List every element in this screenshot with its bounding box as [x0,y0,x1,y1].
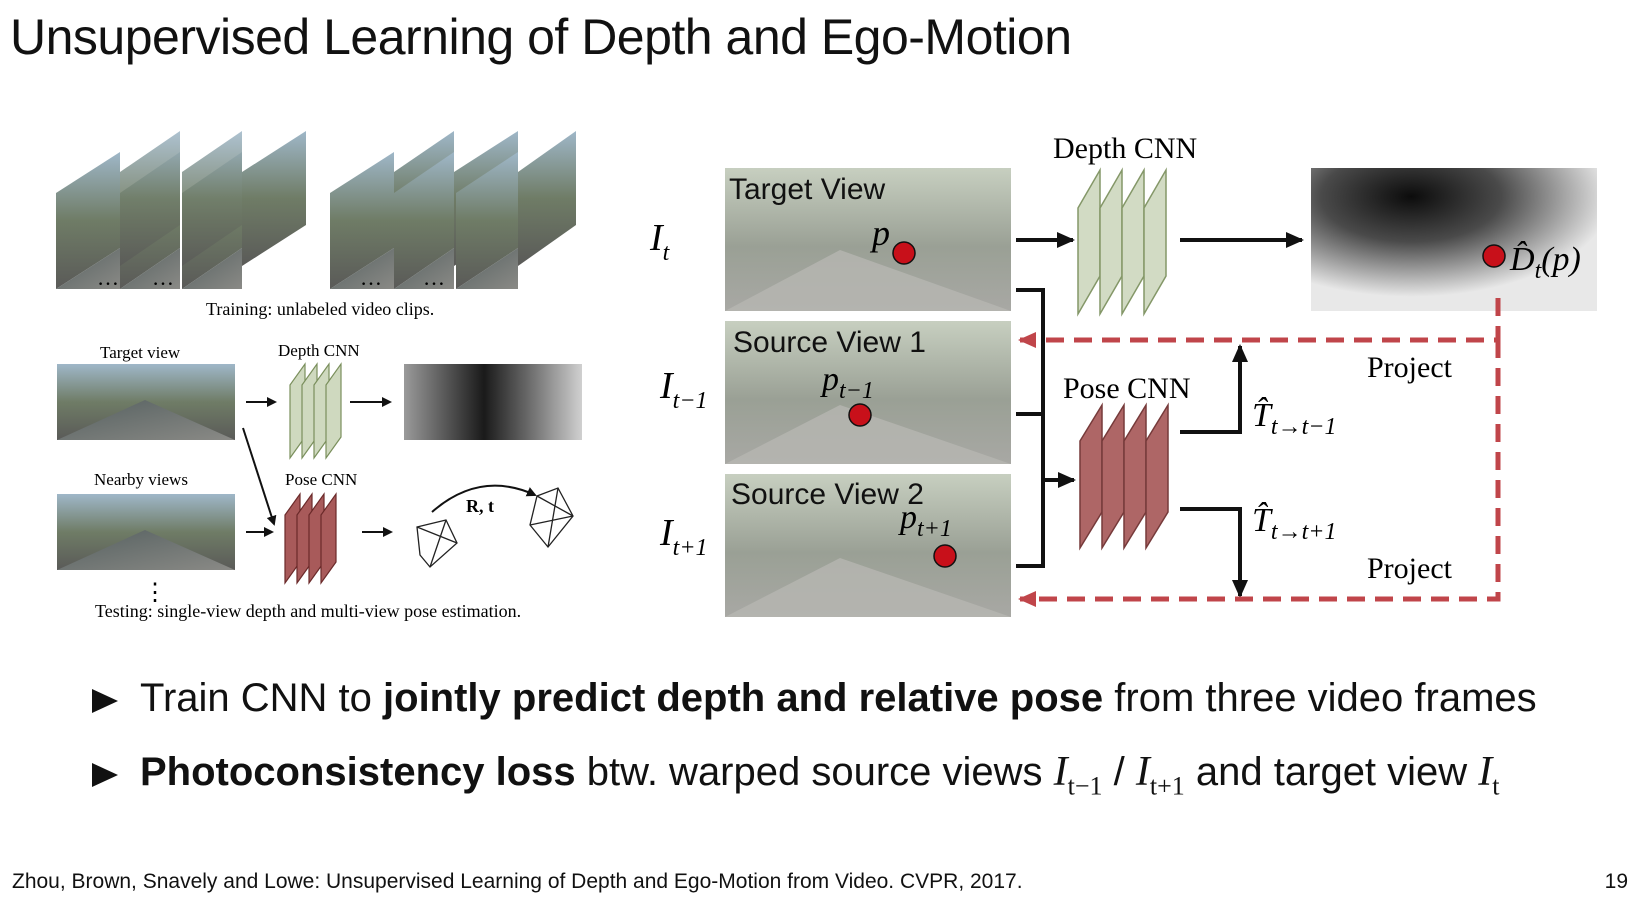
training-clip-group-2 [330,131,576,289]
ellipsis-2: … [152,265,174,290]
point-p-target [892,241,916,265]
bullet-triangle-icon [92,763,118,787]
math-i-t-minus-1: It−1 [1053,749,1103,801]
arrow-pose-output-2 [1180,507,1248,598]
training-caption: Training: unlabeled video clips. [206,299,434,319]
arrow-pose-output-1 [1180,344,1248,434]
pose-cnn-small-label: Pose CNN [285,470,357,489]
project-label-1: Project [1367,351,1453,384]
bullet-2-bold: Photoconsistency loss [140,750,576,794]
bullet-triangle-icon [92,689,118,713]
math-i-t-plus-1: It+1 [1135,749,1185,801]
label-p-t-minus-1: pt−1 [820,361,874,404]
depth-map-small [404,364,582,440]
source-view-1-title: Source View 1 [733,326,926,359]
point-d-hat [1482,244,1506,268]
bullet-2: Photoconsistency loss btw. warped source… [92,748,1500,801]
camera-icon-2 [529,487,574,549]
bullet-2-sep: / [1102,750,1136,794]
pose-cnn-block [1079,402,1169,551]
label-i-t: It [649,217,671,266]
bullet-1-post: from three video frames [1103,676,1537,720]
project-label-2: Project [1367,552,1453,585]
depth-cnn-small-label: Depth CNN [278,341,360,360]
depth-cnn-block [1077,167,1167,317]
pose-cnn-label: Pose CNN [1063,372,1191,405]
math-i-t: It [1478,749,1500,801]
ellipsis-4: … [423,265,445,290]
label-t-hat-2: T̂t→t+1 [1252,501,1336,545]
source-view-2-title: Source View 2 [731,478,924,511]
depth-cnn-label: Depth CNN [1053,132,1197,165]
slide-title: Unsupervised Learning of Depth and Ego-M… [10,9,1072,65]
bullet-1: Train CNN to jointly predict depth and r… [92,676,1537,721]
target-view-label: Target view [100,343,181,362]
label-i-t-minus-1: It−1 [659,365,708,414]
page-number: 19 [1604,870,1628,893]
target-view-title: Target View [729,173,886,206]
ellipsis-3: … [360,265,382,290]
label-i-t-plus-1: It+1 [659,512,708,561]
label-p: p [869,213,890,253]
rt-arrow [431,484,537,513]
label-d-hat: D̂t(p) [1509,240,1581,284]
rt-label: R, t [466,496,494,516]
label-t-hat-1: T̂t→t−1 [1252,396,1336,440]
pose-cnn-small-block [284,492,337,585]
testing-caption: Testing: single-view depth and multi-vie… [95,601,521,621]
vertical-ellipsis: ⋮ [143,580,167,606]
ellipsis-1: … [97,265,119,290]
depth-map [1311,168,1597,311]
arrow-target-to-pose [242,427,277,526]
project-arrow-2 [1018,340,1501,607]
label-p-t-plus-1: pt+1 [898,499,952,542]
camera-icon-1 [416,519,458,568]
depth-cnn-small-block [289,362,342,460]
point-p-source-1 [848,403,872,427]
nearby-views-label: Nearby views [94,470,188,489]
pose-input-bracket [1016,288,1045,568]
bullet-2-post: and target view [1184,750,1479,794]
point-p-source-2 [933,544,957,568]
bullet-1-bold: jointly predict depth and relative pose [383,676,1104,720]
training-clip-group-1 [56,131,306,289]
bullet-1-pre: Train CNN to [140,676,384,720]
bullet-2-mid: btw. warped source views [575,750,1054,794]
citation: Zhou, Brown, Snavely and Lowe: Unsupervi… [12,870,1023,893]
